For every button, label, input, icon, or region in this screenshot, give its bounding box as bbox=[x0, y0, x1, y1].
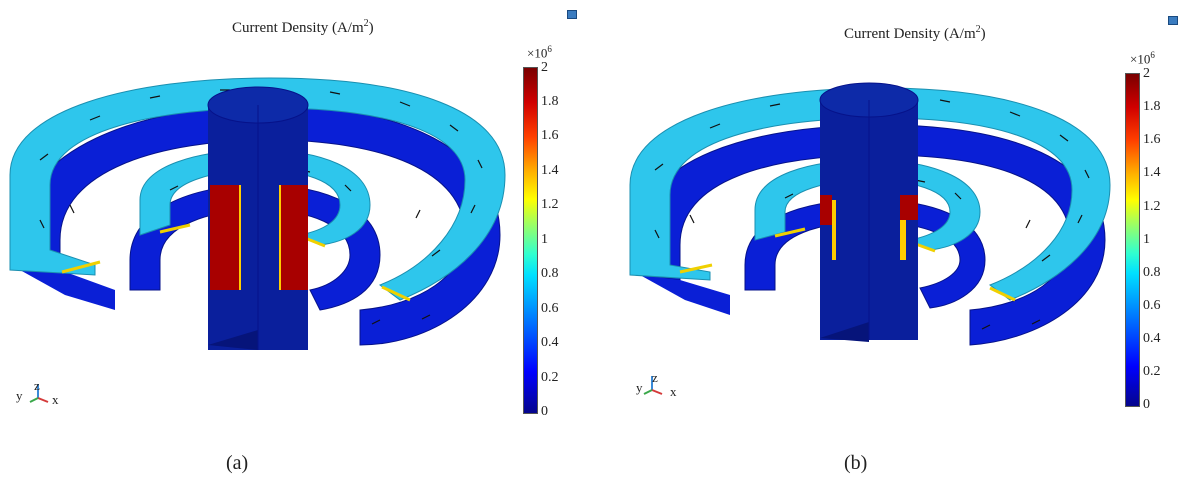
tick-label: 0.6 bbox=[1143, 298, 1161, 313]
tick-label: 1.6 bbox=[541, 128, 559, 143]
tick-label: 2 bbox=[541, 60, 548, 75]
subfigure-label: (a) bbox=[226, 452, 249, 474]
tick-label: 1 bbox=[541, 232, 548, 247]
plot-title: Current Density (A/m2) bbox=[232, 18, 374, 36]
tick-label: 1.8 bbox=[541, 94, 559, 109]
tick-label: 0 bbox=[541, 404, 548, 419]
tick-label: 1.2 bbox=[541, 197, 559, 212]
coil-render bbox=[629, 82, 1111, 395]
panel-b: Current Density (A/m2) y z x ×106 bbox=[600, 0, 1199, 500]
tick-label: 0.6 bbox=[541, 301, 559, 316]
tick-label: 1.4 bbox=[541, 163, 559, 178]
tick-label: 1.4 bbox=[1143, 165, 1161, 180]
tick-label: 1.8 bbox=[1143, 99, 1161, 114]
corner-icon[interactable] bbox=[1168, 16, 1178, 25]
tick-label: 0.4 bbox=[541, 335, 559, 350]
colorbar-multiplier: ×106 bbox=[527, 44, 552, 61]
tick-label: 0 bbox=[1143, 397, 1150, 412]
axis-x-label: x bbox=[52, 392, 59, 407]
tick-label: 1 bbox=[1143, 232, 1150, 247]
axis-triad-icon bbox=[29, 384, 49, 403]
colorbar bbox=[523, 67, 538, 414]
axis-y-label: y bbox=[16, 388, 23, 403]
tick-label: 0.2 bbox=[1143, 364, 1161, 379]
plot-title: Current Density (A/m2) bbox=[844, 24, 986, 42]
tick-label: 0.8 bbox=[1143, 265, 1161, 280]
tick-label: 1.6 bbox=[1143, 132, 1161, 147]
panel-a: Current Density (A/m2) bbox=[9, 10, 577, 474]
subfigure-label: (b) bbox=[844, 452, 868, 474]
colorbar bbox=[1125, 73, 1140, 407]
tick-label: 0.4 bbox=[1143, 331, 1161, 346]
axis-y-label: y bbox=[636, 380, 643, 395]
tick-label: 0.2 bbox=[541, 370, 559, 385]
tick-label: 0.8 bbox=[541, 266, 559, 281]
tick-label: 2 bbox=[1143, 66, 1150, 81]
tick-label: 1.2 bbox=[1143, 199, 1161, 214]
axis-z-label: z bbox=[652, 370, 658, 385]
axis-z-label: z bbox=[34, 378, 40, 393]
axis-triad-icon bbox=[643, 376, 663, 395]
colorbar-multiplier: ×106 bbox=[1130, 50, 1155, 67]
axis-x-label: x bbox=[670, 384, 677, 399]
coil-render bbox=[9, 77, 506, 403]
corner-icon[interactable] bbox=[567, 10, 577, 19]
